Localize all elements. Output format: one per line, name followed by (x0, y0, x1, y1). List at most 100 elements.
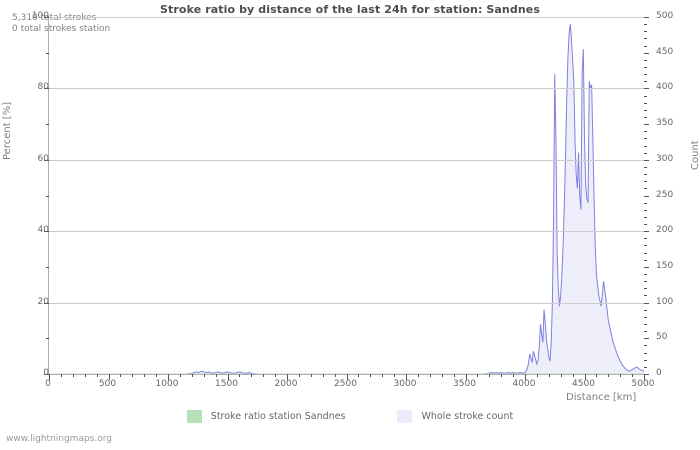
y-tick-right (644, 53, 649, 54)
y-tick-label-right: 400 (656, 82, 674, 93)
y-tick-right (644, 38, 647, 39)
y-tick-label-right: 250 (656, 189, 674, 200)
x-tick (192, 374, 193, 377)
y-tick-right (644, 96, 647, 97)
legend-swatch-whole-stroke-count (397, 410, 413, 423)
y-tick-right (644, 338, 649, 339)
y-tick-right (644, 67, 647, 68)
y-tick-label-right: 200 (656, 225, 674, 236)
whole-stroke-count-line (49, 24, 644, 374)
y-tick-right (644, 360, 647, 361)
x-tick (525, 374, 526, 380)
y-axis-left-title: Percent [%] (2, 101, 13, 160)
x-tick (239, 374, 240, 377)
y-tick-right (644, 124, 649, 125)
x-tick (644, 374, 645, 380)
chart-title: Stroke ratio by distance of the last 24h… (160, 3, 540, 16)
x-tick (180, 374, 181, 377)
y-tick-right (644, 74, 647, 75)
y-tick-right (644, 274, 647, 275)
x-tick (406, 374, 407, 380)
x-tick (430, 374, 431, 377)
x-tick (466, 374, 467, 380)
x-tick (442, 374, 443, 377)
x-axis-title: Distance [km] (566, 392, 637, 403)
y-tick-right (644, 46, 647, 47)
y-tick-right (644, 117, 647, 118)
legend-item-stroke-ratio[interactable]: Stroke ratio station Sandnes (186, 410, 346, 423)
y-tick-label-right: 350 (656, 118, 674, 129)
x-tick (347, 374, 348, 380)
legend-swatch-stroke-ratio (186, 410, 202, 423)
x-tick-label: 1000 (155, 379, 179, 389)
y-tick-right (644, 17, 649, 18)
x-tick (287, 374, 288, 380)
x-tick-label: 3000 (393, 379, 417, 389)
plot-canvas (49, 17, 644, 374)
x-tick (537, 374, 538, 377)
x-tick (85, 374, 86, 377)
gridline (49, 17, 644, 18)
y-tick-right (644, 238, 647, 239)
y-tick-right (644, 60, 647, 61)
y-tick-right (644, 103, 647, 104)
x-tick (49, 374, 50, 380)
legend-label-stroke-ratio: Stroke ratio station Sandnes (210, 411, 346, 422)
x-tick (109, 374, 110, 380)
x-tick (144, 374, 145, 377)
y-tick-left (44, 160, 49, 161)
y-tick-right (644, 303, 649, 304)
x-tick (561, 374, 562, 377)
y-tick-label-left: 80 (37, 82, 49, 93)
y-tick-right (644, 210, 647, 211)
x-tick (358, 374, 359, 377)
x-tick (132, 374, 133, 377)
y-tick-right (644, 288, 647, 289)
y-tick-right (644, 153, 647, 154)
x-tick (275, 374, 276, 377)
y-tick-label-left: 40 (37, 225, 49, 236)
y-tick-left (46, 124, 49, 125)
y-tick-right (644, 353, 647, 354)
y-tick-right (644, 188, 647, 189)
y-tick-right (644, 310, 647, 311)
legend-item-whole-stroke-count[interactable]: Whole stroke count (397, 410, 513, 423)
x-tick (585, 374, 586, 380)
x-tick-label: 2000 (274, 379, 298, 389)
x-tick (251, 374, 252, 377)
x-tick-label: 2500 (334, 379, 357, 389)
x-tick (216, 374, 217, 377)
x-tick (501, 374, 502, 377)
x-tick-label: 1500 (215, 379, 238, 389)
x-tick (120, 374, 121, 377)
gridline (49, 160, 644, 161)
x-tick-label: 5000 (631, 379, 655, 389)
x-tick (418, 374, 419, 377)
legend-label-whole-stroke-count: Whole stroke count (421, 411, 514, 422)
y-tick-right (644, 146, 647, 147)
y-tick-right (644, 203, 647, 204)
x-tick (156, 374, 157, 377)
annotation-total-strokes: 5,310 total strokes (12, 13, 97, 23)
x-tick (454, 374, 455, 377)
x-tick (632, 374, 633, 377)
gridline (49, 303, 644, 304)
x-tick (263, 374, 264, 377)
y-tick-left (44, 88, 49, 89)
x-tick-label: 500 (98, 379, 117, 389)
y-tick-right (644, 167, 647, 168)
y-tick-label-right: 450 (656, 46, 674, 57)
y-tick-left (44, 231, 49, 232)
y-tick-label-left: 0 (43, 368, 49, 378)
y-tick-right (644, 367, 647, 368)
x-tick (620, 374, 621, 377)
x-tick (608, 374, 609, 377)
y-tick-right (644, 231, 649, 232)
y-tick-right (644, 324, 647, 325)
y-tick-label-right: 100 (656, 296, 674, 307)
y-tick-label-right: 50 (656, 332, 668, 343)
y-tick-right (644, 31, 647, 32)
x-tick (489, 374, 490, 377)
x-tick (204, 374, 205, 377)
whole-stroke-count-series (49, 24, 644, 374)
